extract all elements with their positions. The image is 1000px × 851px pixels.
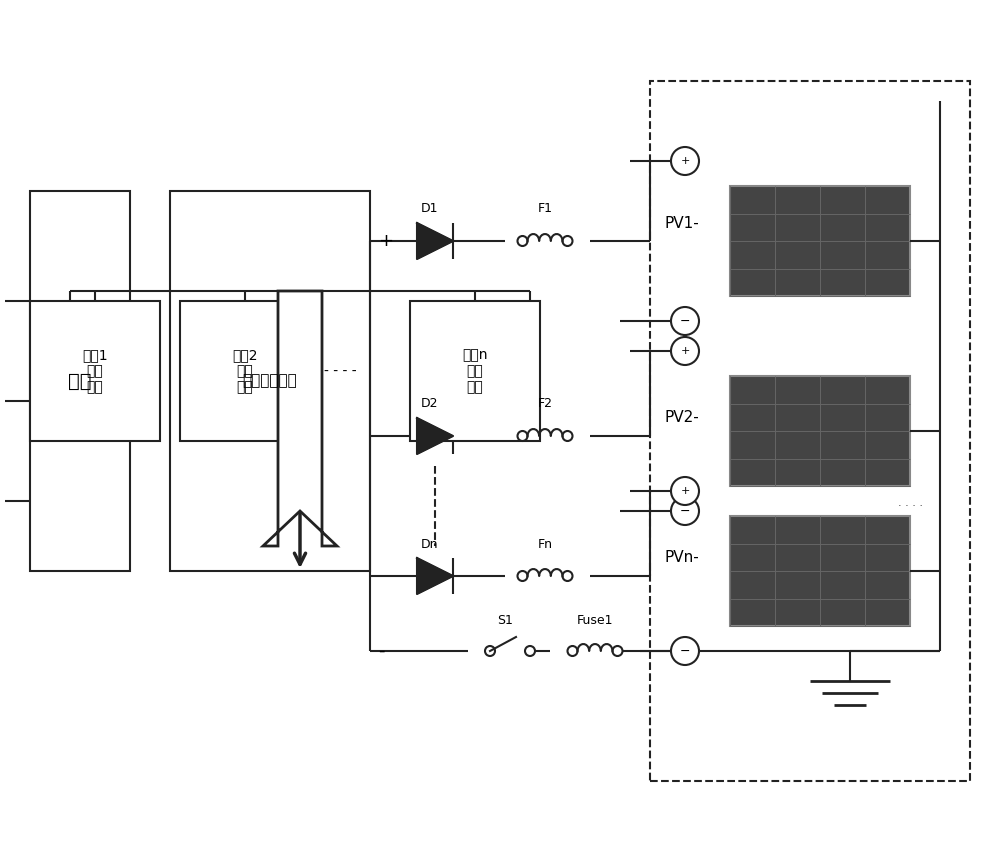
Circle shape	[485, 646, 495, 656]
Circle shape	[671, 307, 699, 335]
Text: D2: D2	[421, 397, 439, 410]
FancyBboxPatch shape	[730, 186, 910, 296]
Text: +: +	[378, 232, 393, 250]
Text: +: +	[680, 486, 690, 496]
Text: −: −	[680, 315, 690, 328]
Polygon shape	[417, 558, 453, 594]
FancyBboxPatch shape	[410, 301, 540, 441]
Circle shape	[562, 571, 572, 581]
Circle shape	[518, 571, 528, 581]
Circle shape	[671, 337, 699, 365]
Polygon shape	[417, 418, 453, 454]
Text: Fuse1: Fuse1	[577, 614, 613, 627]
Text: 电池n
电压
采样: 电池n 电压 采样	[462, 348, 488, 394]
Circle shape	[562, 236, 572, 246]
Text: 电池2
电压
采样: 电池2 电压 采样	[232, 348, 258, 394]
Text: PV2-: PV2-	[665, 410, 700, 426]
Text: −: −	[680, 505, 690, 517]
Text: F2: F2	[538, 397, 552, 410]
Circle shape	[518, 236, 528, 246]
FancyBboxPatch shape	[30, 301, 160, 441]
Text: 电网: 电网	[68, 372, 92, 391]
Text: · · · ·: · · · ·	[898, 501, 922, 511]
Circle shape	[671, 147, 699, 175]
Circle shape	[518, 431, 528, 441]
FancyBboxPatch shape	[30, 191, 130, 571]
Circle shape	[525, 646, 535, 656]
Text: +: +	[680, 156, 690, 166]
Text: F1: F1	[538, 203, 552, 215]
FancyBboxPatch shape	[730, 516, 910, 626]
Circle shape	[568, 646, 578, 656]
Text: PVn-: PVn-	[665, 551, 700, 566]
Circle shape	[562, 431, 572, 441]
Text: +: +	[680, 346, 690, 356]
Circle shape	[671, 637, 699, 665]
FancyBboxPatch shape	[170, 191, 370, 571]
Text: -: -	[378, 642, 384, 660]
Polygon shape	[417, 223, 453, 259]
Text: - - - -: - - - -	[324, 364, 356, 378]
Text: 高频开关电源: 高频开关电源	[243, 374, 297, 389]
Polygon shape	[263, 291, 337, 546]
Text: 电池1
电压
采样: 电池1 电压 采样	[82, 348, 108, 394]
FancyBboxPatch shape	[180, 301, 310, 441]
Text: D1: D1	[421, 203, 439, 215]
Text: PV1-: PV1-	[665, 215, 700, 231]
Text: Dn: Dn	[421, 538, 439, 551]
Circle shape	[671, 477, 699, 505]
Text: −: −	[680, 644, 690, 658]
FancyBboxPatch shape	[730, 376, 910, 486]
Circle shape	[671, 497, 699, 525]
Circle shape	[612, 646, 622, 656]
Text: S1: S1	[497, 614, 513, 627]
Text: Fn: Fn	[538, 538, 552, 551]
